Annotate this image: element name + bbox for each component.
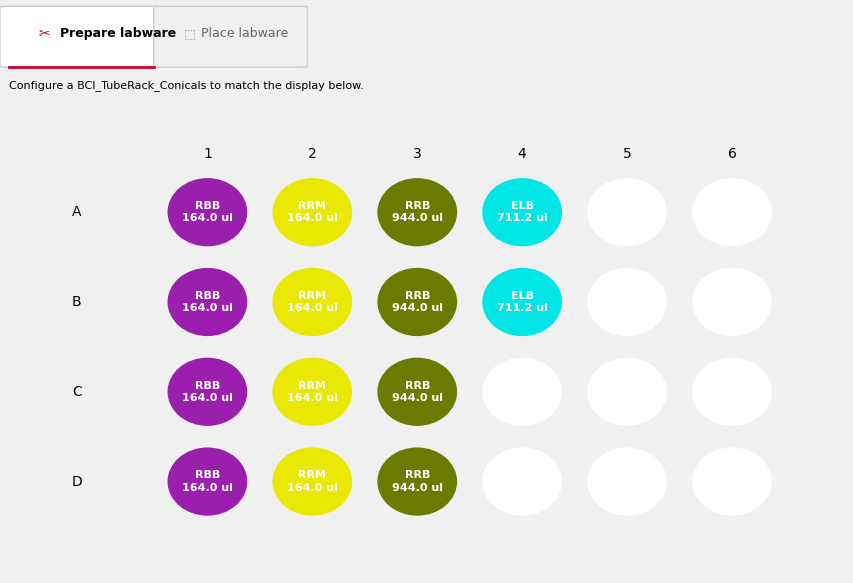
Text: A: A [72,205,82,219]
Text: RRB
944.0 ul: RRB 944.0 ul [392,201,442,223]
Circle shape [167,357,247,426]
FancyBboxPatch shape [0,6,162,67]
Text: Prepare labware: Prepare labware [60,27,176,40]
Circle shape [272,357,351,426]
Circle shape [587,178,666,247]
Text: 3: 3 [412,147,421,161]
Circle shape [691,447,771,516]
Circle shape [272,268,351,336]
Text: ✂: ✂ [38,27,50,41]
Text: RRM
164.0 ul: RRM 164.0 ul [287,201,338,223]
FancyBboxPatch shape [154,6,307,67]
Text: ELB
711.2 ul: ELB 711.2 ul [496,201,547,223]
Text: 1: 1 [203,147,212,161]
Text: RBB
164.0 ul: RBB 164.0 ul [182,381,233,403]
Circle shape [377,357,456,426]
Text: ⬚: ⬚ [183,27,195,40]
Circle shape [482,447,561,516]
Circle shape [167,178,247,247]
Circle shape [377,268,456,336]
Circle shape [377,178,456,247]
Text: ELB
711.2 ul: ELB 711.2 ul [496,291,547,313]
Text: 6: 6 [727,147,735,161]
Text: RBB
164.0 ul: RBB 164.0 ul [182,291,233,313]
Circle shape [482,268,561,336]
Circle shape [691,268,771,336]
Circle shape [482,178,561,247]
Circle shape [691,178,771,247]
Circle shape [272,178,351,247]
Text: B: B [72,295,82,309]
Text: RBB
164.0 ul: RBB 164.0 ul [182,201,233,223]
Circle shape [482,357,561,426]
Text: Configure a BCI_TubeRack_Conicals to match the display below.: Configure a BCI_TubeRack_Conicals to mat… [9,80,363,90]
Circle shape [587,268,666,336]
Circle shape [377,447,456,516]
Text: RRB
944.0 ul: RRB 944.0 ul [392,470,442,493]
Text: C: C [72,385,82,399]
Circle shape [691,357,771,426]
Text: D: D [72,475,82,489]
Text: RBB
164.0 ul: RBB 164.0 ul [182,470,233,493]
Circle shape [587,447,666,516]
Text: RRM
164.0 ul: RRM 164.0 ul [287,470,338,493]
Circle shape [587,357,666,426]
Text: RRB
944.0 ul: RRB 944.0 ul [392,381,442,403]
Text: RRM
164.0 ul: RRM 164.0 ul [287,381,338,403]
Text: 4: 4 [517,147,526,161]
Circle shape [167,447,247,516]
Circle shape [167,268,247,336]
Circle shape [272,447,351,516]
Text: RRB
944.0 ul: RRB 944.0 ul [392,291,442,313]
Text: Place labware: Place labware [200,27,287,40]
Text: RRM
164.0 ul: RRM 164.0 ul [287,291,338,313]
Text: 2: 2 [308,147,316,161]
Text: 5: 5 [622,147,630,161]
